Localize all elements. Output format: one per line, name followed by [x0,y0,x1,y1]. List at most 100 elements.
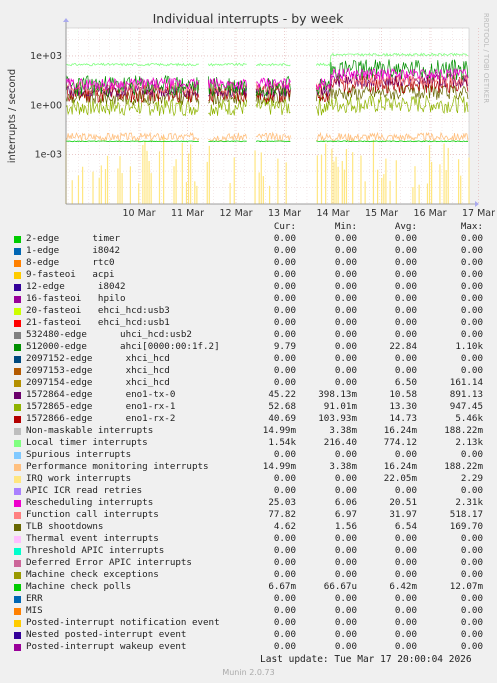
series-line [65,73,469,98]
y-axis-label: interrupts / second [7,69,18,163]
legend-cur-value: 0.00 [273,473,296,484]
x-tick-label: 16 Mar [413,208,446,219]
legend-row: 1-edge i8042 0.00 0.00 0.00 0.00 [0,245,497,257]
legend-min-value: 398.13m [318,389,357,400]
legend-row: 1572866-edge eno1-rx-2 40.69 103.93m 14.73 5… [0,413,497,425]
legend-avg-value: 0.00 [394,305,417,316]
legend-swatch [14,451,21,459]
legend-max-value: 2.13k [455,437,483,448]
legend-swatch [14,331,21,339]
legend-series-name: Rescheduling interrupts [26,497,154,508]
legend-avg-value: 20.51 [389,497,417,508]
legend-swatch [14,391,21,399]
col-min-header: Min: [334,221,357,232]
legend-avg-value: 0.00 [394,329,417,340]
legend-series-name: 2097152-edge xhci_hcd [26,353,170,364]
legend-max-value: 0.00 [460,305,483,316]
legend-series-name: 16-fasteoi hpilo [26,293,126,304]
legend-series-name: 2097153-edge xhci_hcd [26,365,170,376]
legend-series-name: 532480-edge uhci_hcd:usb2 [26,329,192,340]
legend-min-value: 0.00 [334,545,357,556]
legend-max-value: 0.00 [460,269,483,280]
legend-row: 20-fasteoi ehci_hcd:usb3 0.00 0.00 0.00 0.00 [0,305,497,317]
legend-series-name: 12-edge i8042 [26,281,126,292]
legend-avg-value: 10.58 [389,389,417,400]
legend-swatch [14,511,21,519]
rrdtool-side-label: RRDTOOL / TOBI OETIKER [482,13,490,103]
col-cur-header: Cur: [273,221,296,232]
legend-row: 2-edge timer 0.00 0.00 0.00 0.00 [0,233,497,245]
legend-min-value: 0.00 [334,233,357,244]
legend-min-value: 0.00 [334,245,357,256]
legend-row: Machine check polls 6.67m 66.67u 6.42m 12.07… [0,581,497,593]
series-line [65,84,469,106]
series-line [65,131,469,143]
y-tick-label: 1e+00 [30,100,62,111]
legend-cur-value: 0.00 [273,233,296,244]
legend-series-name: 8-edge rtc0 [26,257,115,268]
legend-avg-value: 774.12 [383,437,417,448]
legend-series-name: Spurious interrupts [26,449,132,460]
legend-swatch [14,259,21,267]
x-tick-label: 15 Mar [365,208,398,219]
legend-max-value: 0.00 [460,605,483,616]
legend-min-value: 0.00 [334,317,357,328]
legend-cur-value: 0.00 [273,485,296,496]
x-tick-label: 12 Mar [219,208,252,219]
legend-cur-value: 14.99m [262,461,296,472]
legend-max-value: 12.07m [449,581,483,592]
legend-series-name: IRQ work interrupts [26,473,132,484]
legend-row: 2097153-edge xhci_hcd 0.00 0.00 0.00 0.00 [0,365,497,377]
legend-avg-value: 22.05m [383,473,417,484]
legend-avg-value: 14.73 [389,413,417,424]
legend-min-value: 1.56 [334,521,357,532]
legend: Cur: Min: Avg: Max: 2-edge timer 0.00 0.00… [0,221,497,653]
legend-series-name: TLB shootdowns [26,521,104,532]
legend-min-value: 0.00 [334,329,357,340]
legend-swatch [14,571,21,579]
legend-avg-value: 0.00 [394,449,417,460]
legend-series-name: 20-fasteoi ehci_hcd:usb3 [26,305,170,316]
legend-cur-value: 0.00 [273,245,296,256]
legend-max-value: 0.00 [460,545,483,556]
legend-avg-value: 0.00 [394,365,417,376]
chart-title: Individual interrupts - by week [153,11,345,26]
legend-series-name: Posted-interrupt notification event [26,617,220,628]
legend-min-value: 3.38m [329,461,357,472]
legend-cur-value: 0.00 [273,533,296,544]
legend-min-value: 6.97 [334,509,357,520]
legend-avg-value: 0.00 [394,557,417,568]
legend-row: Rescheduling interrupts 25.03 6.06 20.51 2.3… [0,497,497,509]
legend-row: MIS 0.00 0.00 0.00 0.00 [0,605,497,617]
legend-min-value: 0.00 [334,533,357,544]
legend-row: TLB shootdowns 4.62 1.56 6.54 169.70 [0,521,497,533]
legend-swatch [14,367,21,375]
legend-cur-value: 0.00 [273,257,296,268]
legend-min-value: 66.67u [323,581,357,592]
x-tick-label: 13 Mar [268,208,301,219]
legend-min-value: 0.00 [334,617,357,628]
legend-swatch [14,439,21,447]
legend-avg-value: 31.97 [389,509,417,520]
x-tick-label: 14 Mar [316,208,349,219]
x-tick-label: 17 Mar [462,208,495,219]
x-tick-label: 11 Mar [171,208,204,219]
legend-series-name: 2097154-edge xhci_hcd [26,377,170,388]
legend-cur-value: 0.00 [273,329,296,340]
legend-avg-value: 0.00 [394,257,417,268]
legend-series-name: Machine check exceptions [26,569,159,580]
legend-cur-value: 0.00 [273,317,296,328]
legend-cur-value: 0.00 [273,305,296,316]
legend-min-value: 0.00 [334,305,357,316]
legend-min-value: 6.06 [334,497,357,508]
legend-swatch [14,595,21,603]
legend-min-value: 0.00 [334,257,357,268]
legend-max-value: 188.22m [444,425,483,436]
legend-min-value: 0.00 [334,353,357,364]
legend-min-value: 103.93m [318,413,357,424]
legend-series-name: Non-maskable interrupts [26,425,154,436]
legend-row: 512000-edge ahci[0000:00:1f.2] 9.79 0.00 22… [0,341,497,353]
legend-min-value: 0.00 [334,629,357,640]
legend-swatch [14,499,21,507]
legend-cur-value: 4.62 [273,521,296,532]
